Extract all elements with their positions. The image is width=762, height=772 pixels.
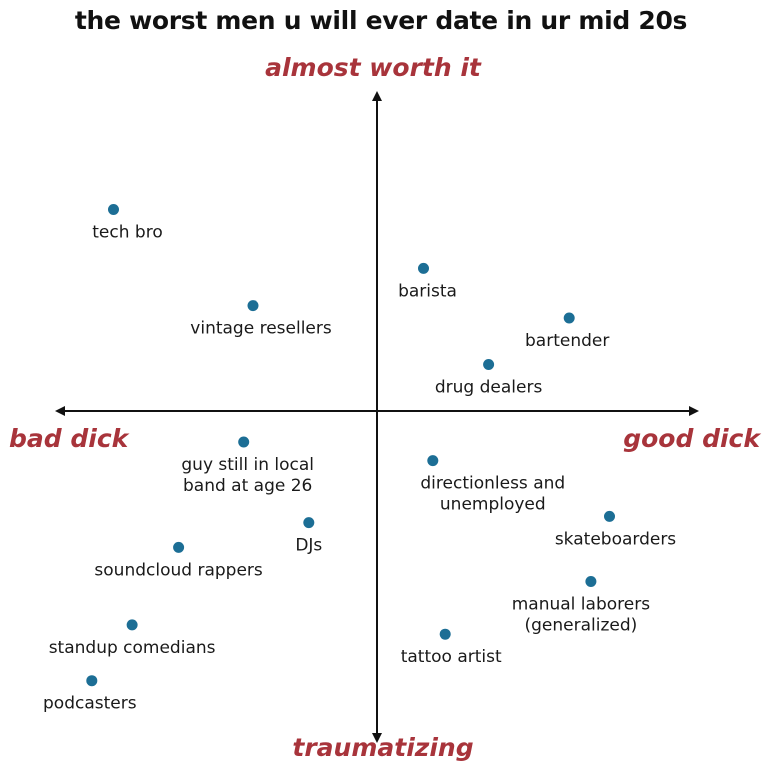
points-layer: tech bro barista vintage resellers bartende…: [43, 204, 676, 714]
data-point: [247, 300, 259, 312]
data-point: [86, 675, 98, 687]
data-point: [418, 262, 429, 274]
axis-label-bottom: traumatizing: [292, 733, 473, 762]
data-point: [238, 436, 250, 448]
data-point: [439, 628, 451, 640]
data-point: [108, 204, 119, 215]
data-point: [173, 541, 185, 553]
data-point-label: skateboarders: [555, 529, 676, 549]
data-point-label: manual laborers (generalized): [512, 595, 650, 636]
data-point-label: directionless and unemployed: [420, 474, 565, 515]
data-point-label: tattoo artist: [401, 647, 502, 667]
data-point: [126, 619, 138, 631]
data-point-label: podcasters: [43, 694, 137, 714]
data-point: [303, 517, 315, 529]
data-point-label: soundcloud rappers: [94, 560, 262, 580]
data-point: [427, 455, 439, 467]
data-point-label: vintage resellers: [190, 319, 332, 339]
data-point-label: guy still in local band at age 26: [181, 455, 314, 496]
chart-title: the worst men u will ever date in ur mid…: [74, 6, 688, 35]
data-point-label: drug dealers: [435, 378, 543, 398]
data-point-label: DJs: [295, 536, 322, 556]
data-point: [604, 510, 615, 522]
data-point: [483, 359, 495, 370]
data-point-label: tech bro: [92, 223, 162, 243]
data-point-label: standup comedians: [49, 638, 216, 658]
axis-label-left: bad dick: [9, 424, 130, 453]
data-point-label: bartender: [525, 331, 609, 351]
data-point-label: barista: [398, 281, 457, 301]
data-point: [585, 576, 597, 587]
data-point: [563, 312, 575, 324]
axis-label-right: good dick: [623, 424, 761, 453]
axis-label-top: almost worth it: [265, 53, 482, 82]
